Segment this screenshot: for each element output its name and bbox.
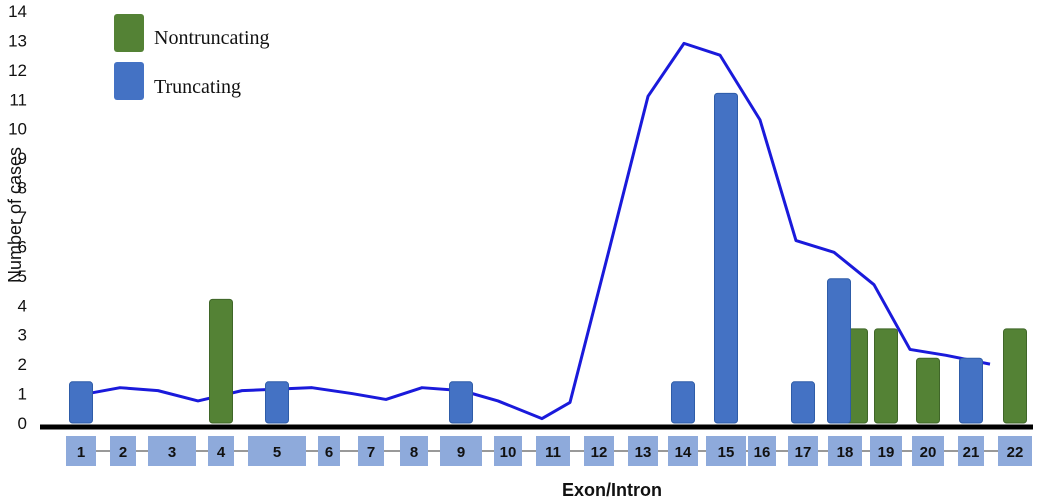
legend-swatch-truncating [114,62,144,100]
exon-label: 12 [591,444,608,461]
bar-nontruncating-exon-19 [874,328,898,424]
exon-label: 18 [837,444,854,461]
exon-label: 17 [795,444,812,461]
y-tick-label: 8 [18,179,27,198]
bar-truncating-exon-5 [265,381,289,424]
trend-line-group [87,41,991,421]
bar-truncating-exon-9 [449,381,473,424]
exon-box [248,436,306,466]
exon-box [912,436,944,466]
exon-box [668,436,698,466]
y-tick-label: 2 [18,355,27,374]
exon-box [66,436,96,466]
exon-box [318,436,340,466]
exon-label: 4 [217,444,226,461]
y-axis-title: Number of cases [5,147,25,283]
bar-truncating-exon-15 [714,92,738,424]
exon-label: 22 [1007,444,1024,461]
exon-box [584,436,614,466]
y-tick-label: 10 [8,120,27,139]
y-tick-label: 6 [18,237,27,256]
exon-track: 1 2 3 4 5 6 7 8 9 10 11 12 13 14 15 16 17 18 19 20 21 22 [66,436,1032,466]
y-tick-label: 1 [18,385,27,404]
bar-truncating-exon-17 [791,381,815,424]
exon-label: 9 [457,444,465,461]
bar-truncating-exon-18 [827,278,851,424]
y-tick-label: 0 [18,414,27,433]
exon-label: 7 [367,444,375,461]
legend-label-nontruncating: Nontruncating [154,27,270,49]
exon-box [400,436,428,466]
exon-label: 14 [675,444,692,461]
exon-box [536,436,570,466]
exon-box [828,436,862,466]
exon-box [748,436,776,466]
y-tick-label: 3 [18,326,27,345]
y-tick-label: 14 [8,2,27,21]
exon-label: 2 [119,444,127,461]
exon-label: 5 [273,444,281,461]
exon-box [628,436,658,466]
x-axis-title: Exon/Intron [562,480,662,500]
legend: Nontruncating Truncating [114,14,270,100]
exon-label: 21 [963,444,980,461]
exon-box [788,436,818,466]
exon-label: 13 [635,444,652,461]
bars-group [69,92,1027,424]
exon-label: 16 [754,444,771,461]
exon-label: 6 [325,444,333,461]
y-tick-label: 11 [9,90,27,109]
exon-label: 1 [77,444,85,461]
exon-label: 10 [500,444,517,461]
exon-box [958,436,984,466]
exon-box [110,436,136,466]
y-tick-label: 5 [18,267,27,286]
y-tick-label: 9 [18,149,27,168]
exon-box [148,436,196,466]
exon-label: 15 [718,444,735,461]
bar-nontruncating-exon-20 [916,357,940,424]
exon-box [358,436,384,466]
trend-line [87,41,991,421]
bar-truncating-exon-21 [959,357,983,424]
exon-box [870,436,902,466]
y-tick-label: 4 [18,296,27,315]
y-tick-label: 12 [8,61,27,80]
y-tick-label: 13 [8,31,27,50]
exon-label: 19 [878,444,895,461]
legend-label-truncating: Truncating [154,76,241,98]
exon-label: 20 [920,444,937,461]
bar-truncating-exon-1 [69,381,93,424]
y-tick-label: 7 [18,208,27,227]
exon-label: 3 [168,444,176,461]
exon-label: 11 [545,444,561,461]
bar-truncating-exon-14 [671,381,695,424]
exon-box [208,436,234,466]
legend-swatch-nontruncating [114,14,144,52]
bar-nontruncating-exon-4 [209,298,233,424]
exon-box [440,436,482,466]
bar-nontruncating-exon-22 [1003,328,1027,424]
exon-label: 8 [410,444,418,461]
exon-box [494,436,522,466]
exon-box [706,436,746,466]
exon-box [998,436,1032,466]
